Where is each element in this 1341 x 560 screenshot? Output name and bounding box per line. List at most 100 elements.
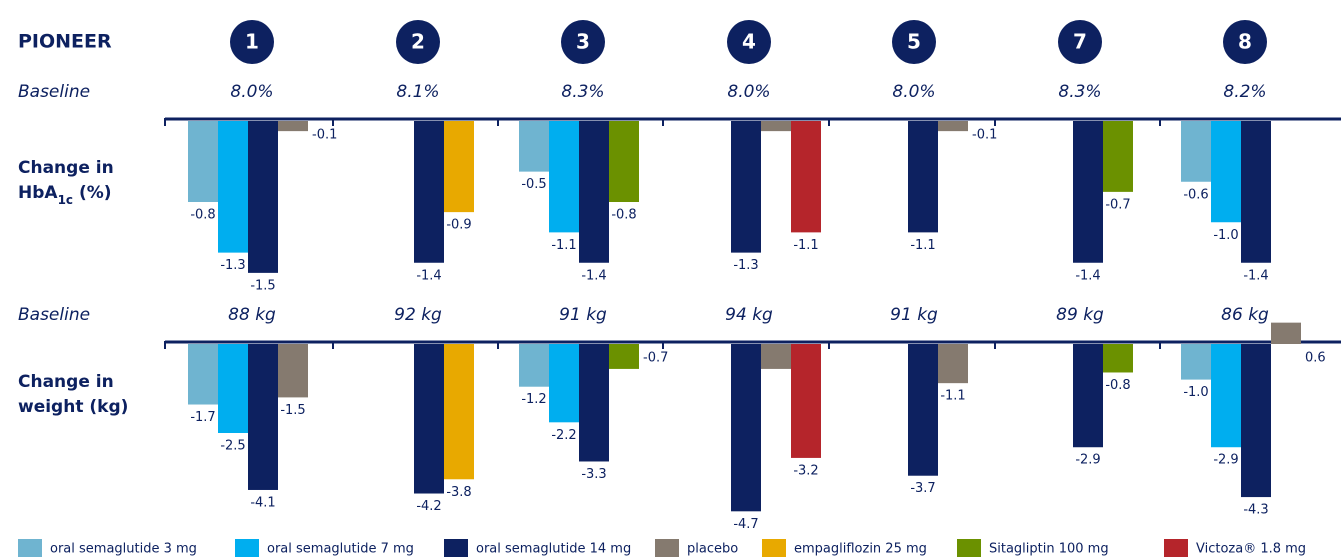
bar [414, 121, 444, 263]
bar [731, 344, 761, 512]
bar [248, 344, 278, 490]
value-label: -4.3 [1243, 503, 1268, 518]
baseline-value: 91 kg [890, 305, 938, 325]
baseline-label: Baseline [18, 82, 90, 102]
bar [1073, 121, 1103, 263]
y-label: HbA1c (%) [18, 183, 112, 207]
value-label: -2.5 [220, 439, 245, 454]
baseline-value: 8.3% [561, 82, 604, 102]
bar [519, 344, 549, 387]
legend-label: placebo [687, 542, 738, 557]
title: PIONEER [18, 31, 112, 53]
bar [414, 344, 444, 494]
trial-number: 5 [907, 30, 921, 54]
bar [248, 121, 278, 273]
bar [1103, 121, 1133, 192]
value-label: -1.1 [940, 389, 965, 404]
value-label: -3.3 [581, 467, 606, 482]
legend-swatch [655, 539, 679, 557]
value-label: -0.7 [643, 351, 668, 366]
bar [609, 344, 639, 369]
bar [579, 121, 609, 263]
legend-swatch [762, 539, 786, 557]
bar [791, 344, 821, 458]
baseline-value: 92 kg [394, 305, 442, 325]
value-label: -1.0 [1213, 228, 1238, 243]
value-label: -1.5 [250, 278, 275, 293]
value-label: -0.7 [1105, 197, 1130, 212]
value-label: -1.0 [1183, 385, 1208, 400]
legend-swatch [18, 539, 42, 557]
value-label: -1.3 [220, 258, 245, 273]
value-label: -0.5 [521, 177, 546, 192]
value-label: -1.4 [581, 268, 606, 283]
baseline-value: 8.0% [230, 82, 273, 102]
trial-badge [396, 20, 440, 64]
baseline-value: 91 kg [559, 305, 607, 325]
legend-swatch [1164, 539, 1188, 557]
trial-badge [1223, 20, 1267, 64]
value-label: -1.1 [793, 238, 818, 253]
y-label: weight (kg) [18, 397, 128, 417]
baseline-value: 94 kg [725, 305, 773, 325]
value-label: -3.7 [910, 481, 935, 496]
trial-number: 4 [742, 30, 756, 54]
bar [609, 121, 639, 202]
bar [1211, 121, 1241, 223]
baseline-value: 89 kg [1056, 305, 1104, 325]
baseline-value: 8.1% [396, 82, 439, 102]
legend-swatch [957, 539, 981, 557]
bar [1271, 322, 1301, 344]
y-label-part: (%) [73, 183, 112, 203]
bar [1241, 344, 1271, 498]
bar [1181, 344, 1211, 380]
bar [188, 344, 218, 405]
value-label: -0.9 [446, 218, 471, 233]
bar [1211, 344, 1241, 448]
value-label: -2.9 [1213, 453, 1238, 468]
bar [444, 344, 474, 480]
bar [188, 121, 218, 202]
bar [1073, 344, 1103, 448]
baseline-value: 86 kg [1221, 305, 1269, 325]
bar [1241, 121, 1271, 263]
value-label: -1.4 [1075, 268, 1100, 283]
bar [938, 344, 968, 384]
trial-number: 7 [1073, 30, 1087, 54]
bar [549, 121, 579, 233]
bar [278, 344, 308, 398]
y-label: Change in [18, 372, 114, 392]
bar [218, 121, 248, 253]
value-label: -1.1 [551, 238, 576, 253]
value-label: -1.4 [1243, 268, 1268, 283]
bar [938, 121, 968, 132]
trial-number: 3 [576, 30, 590, 54]
baseline-value: 8.2% [1223, 82, 1266, 102]
value-label: -1.7 [190, 410, 215, 425]
value-label: -1.1 [910, 238, 935, 253]
baseline-value: 8.0% [727, 82, 770, 102]
bar [278, 121, 308, 132]
y-label-sub: 1c [58, 193, 73, 207]
value-label: -4.1 [250, 495, 275, 510]
trial-number: 8 [1238, 30, 1252, 54]
value-label: -0.8 [611, 208, 636, 223]
legend-label: oral semaglutide 14 mg [476, 542, 631, 557]
bar [731, 121, 761, 253]
baseline-value: 88 kg [228, 305, 276, 325]
bar [761, 121, 791, 132]
trial-badge [892, 20, 936, 64]
legend-swatch [444, 539, 468, 557]
value-label: -0.6 [1183, 187, 1208, 202]
value-label: -2.9 [1075, 453, 1100, 468]
value-label: 0.6 [1305, 351, 1326, 366]
bar [908, 344, 938, 476]
baseline-value: 8.0% [892, 82, 935, 102]
baseline-label: Baseline [18, 305, 90, 325]
y-label-part: HbA [18, 183, 58, 203]
value-label: -4.2 [416, 499, 441, 514]
legend-label: Sitagliptin 100 mg [989, 542, 1109, 557]
legend-label: oral semaglutide 3 mg [50, 542, 197, 557]
value-label: -3.8 [446, 485, 471, 500]
